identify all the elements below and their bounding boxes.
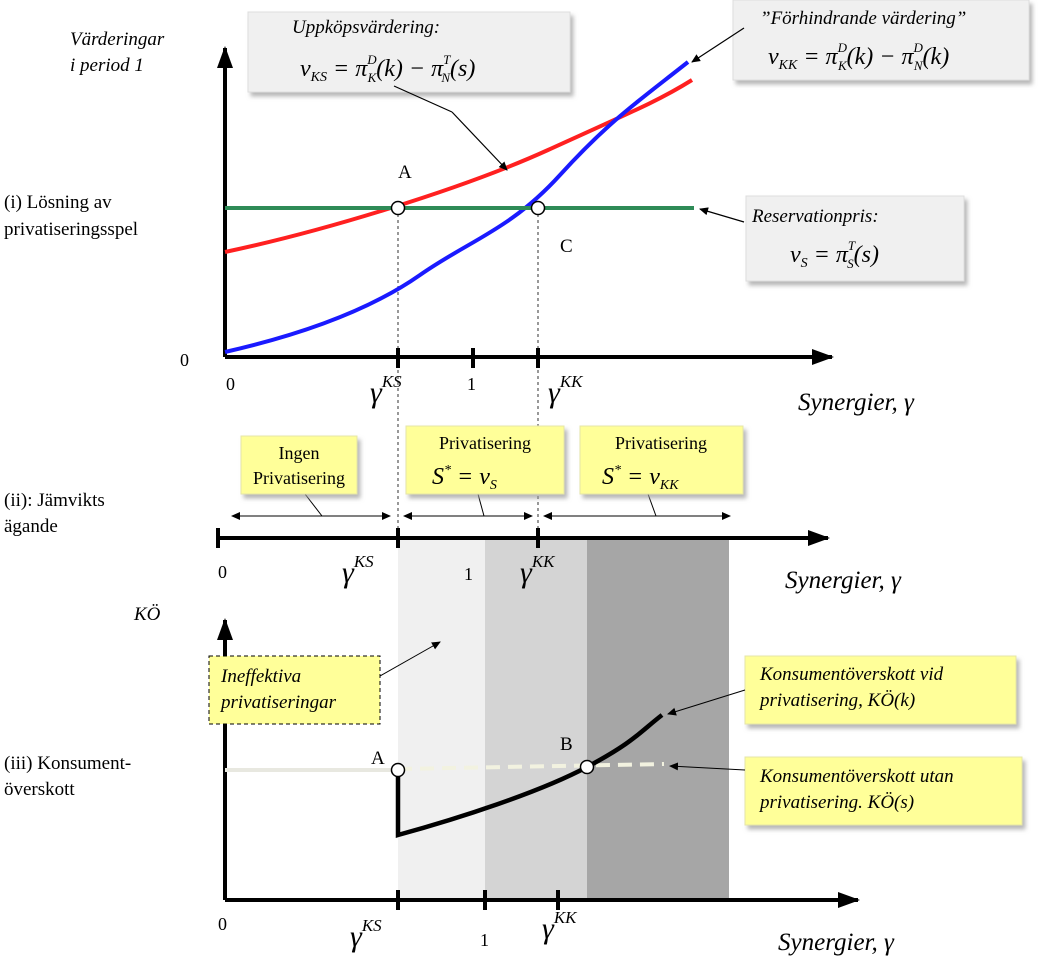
point-b	[579, 759, 595, 775]
panel1-y-label-line1: Värderingar	[70, 29, 165, 50]
shaded-regions	[398, 538, 729, 900]
box-forhindrande-formula: vKK = πD K(k) − πD N(k)	[768, 40, 949, 73]
point-c-label: C	[560, 236, 573, 257]
box-ko-s: Konsumentöverskott utan privatisering. K…	[744, 756, 1023, 826]
box-ingen-line2: Privatisering	[253, 468, 345, 488]
box-priv-s-frame	[405, 425, 565, 495]
box-forhindrande-title: ”Förhindrande värdering”	[760, 8, 966, 29]
box-uppkop-title: Uppköpsvärdering:	[292, 17, 440, 38]
panel3-row-label-line2: överskott	[4, 779, 75, 800]
box-ko-s-line1: Konsumentöverskott utan	[759, 766, 954, 787]
arrow-reservation	[699, 207, 745, 223]
box-priv-kk: Privatisering S* = vKK	[579, 425, 744, 495]
box-priv-kk-formula: S* = vKK	[602, 463, 679, 493]
shade-mid	[485, 538, 587, 900]
point-c	[530, 200, 546, 216]
panel1-origin-x: 0	[226, 374, 235, 394]
box-ko-k: Konsumentöverskott vid privatisering, KÖ…	[744, 655, 1017, 725]
box-priv-kk-line1: Privatisering	[615, 433, 707, 453]
box-forhindrande: ”Förhindrande värdering” vKK = πD K(k) − …	[732, 0, 1030, 81]
box-ingen: Ingen Privatisering	[240, 435, 358, 495]
panel1-origin-y: 0	[180, 350, 189, 370]
panel3-origin-x: 0	[218, 914, 227, 934]
box-reservation-frame	[745, 195, 965, 282]
panel1-y-label-line2: i period 1	[70, 55, 144, 76]
box-reservation-formula: vS = πT S(s)	[790, 238, 879, 271]
panel2-row-label-line1: (ii): Jämvikts	[4, 490, 105, 511]
box-reservation-title: Reservationpris:	[751, 206, 879, 227]
box-ingen-frame	[240, 435, 358, 495]
panel3-y-label: KÖ	[133, 604, 161, 625]
box-forhindrande-frame	[732, 0, 1030, 81]
panel2-tick-one-label: 1	[464, 564, 473, 584]
box-ineffektiva-line1: Ineffektiva	[220, 666, 301, 687]
ko-s-line-dashed	[397, 762, 665, 771]
panel3-x-axis-label: Synergier, γ	[778, 929, 895, 956]
box-ko-k-frame	[744, 655, 1017, 725]
box-priv-s-formula: S* = vS	[432, 463, 497, 493]
box-uppkop: Uppköpsvärdering: vKS = πD K(k) − πT N(s)	[247, 11, 571, 93]
pointer-ingen	[304, 493, 323, 517]
pointer-s	[477, 493, 485, 517]
panel-2: (ii): Jämvikts ägande 0 1 γKS γKK Synerg…	[4, 425, 902, 594]
box-ineffektiva-line2: privatiseringar	[219, 692, 337, 713]
ko-k-curve	[395, 713, 664, 838]
arrow-forhindrande	[691, 27, 745, 63]
point-a-lower	[390, 762, 406, 778]
panel1-row-label-line1: (i) Lösning av	[4, 192, 112, 213]
box-uppkop-frame	[247, 11, 571, 93]
point-a-lower-label: A	[371, 748, 385, 769]
panel-1: Värderingar i period 1 (i) Lösning av pr…	[4, 0, 1030, 540]
panel3-row-label-line1: (iii) Konsument-	[4, 753, 131, 774]
box-priv-s: Privatisering S* = vS	[405, 425, 565, 495]
arrow-uppkop-base	[393, 85, 453, 113]
pointer-kk	[647, 493, 657, 517]
box-priv-s-line1: Privatisering	[439, 433, 531, 453]
box-priv-kk-frame	[579, 425, 744, 495]
point-b-label: B	[560, 734, 573, 755]
blue-curve-forhindrande	[224, 60, 690, 354]
point-a-upper-label: A	[398, 162, 412, 183]
panel1-gamma-kk: γKK	[548, 372, 584, 409]
box-ko-k-line1: Konsumentöverskott vid	[759, 664, 944, 685]
panel2-origin-x: 0	[218, 562, 227, 582]
arrow-uppkop	[451, 111, 508, 171]
box-ineffektiva-frame	[208, 655, 381, 725]
panel2-gamma-kk: γKK	[520, 552, 556, 589]
panel1-gamma-ks: γKS	[370, 372, 402, 409]
arrow-ineffektiva	[379, 641, 441, 677]
arrow-ko-k	[667, 689, 746, 716]
panel1-tick-one-label: 1	[467, 374, 476, 394]
arrow-ko-s	[669, 762, 746, 771]
panel1-row-label-line2: privatiseringsspel	[4, 219, 138, 240]
box-ingen-line1: Ingen	[279, 443, 320, 463]
box-ineffektiva: Ineffektiva privatiseringar	[208, 655, 381, 725]
box-uppkop-formula: vKS = πD K(k) − πT N(s)	[300, 52, 475, 85]
panel3-gamma-kk: γKK	[542, 908, 578, 945]
box-ko-s-line2: privatisering. KÖ(s)	[758, 792, 914, 813]
panel-3: KÖ (iii) Konsument- överskott 0 1 γKS γK…	[4, 604, 1023, 956]
panel2-gamma-ks: γKS	[342, 552, 374, 589]
box-reservation: Reservationpris: vS = πT S(s)	[745, 195, 965, 282]
panel3-tick-one-label: 1	[480, 930, 489, 950]
red-curve-uppkop	[224, 78, 694, 254]
box-ko-s-frame	[744, 756, 1023, 826]
box-ko-k-line2: privatisering, KÖ(k)	[758, 690, 915, 711]
panel2-row-label-line2: ägande	[4, 516, 58, 537]
shade-light	[398, 538, 485, 900]
point-a-upper	[390, 200, 406, 216]
panel1-x-axis-label: Synergier, γ	[798, 389, 915, 416]
panel2-x-axis-label: Synergier, γ	[785, 567, 902, 594]
panel3-gamma-ks: γKS	[350, 916, 382, 953]
